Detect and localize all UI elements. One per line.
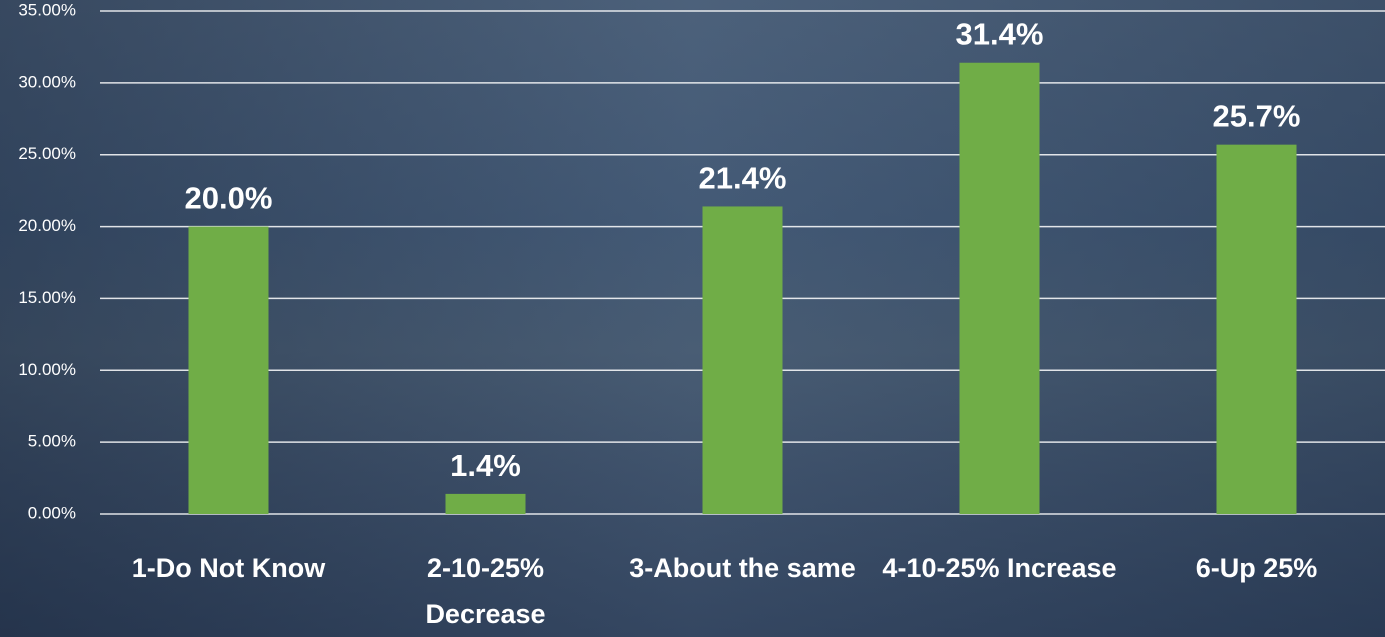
x-tick-label: 3-About the same	[629, 553, 856, 583]
x-tick-label: 4-10-25% Increase	[882, 553, 1117, 583]
y-tick-label: 30.00%	[18, 72, 76, 91]
data-label: 31.4%	[956, 17, 1044, 52]
data-label: 1.4%	[450, 448, 521, 483]
x-tick-label: 2-10-25% Decrease	[425, 553, 546, 629]
y-tick-label: 0.00%	[28, 503, 76, 522]
y-tick-label: 10.00%	[18, 360, 76, 379]
data-label: 20.0%	[185, 181, 273, 216]
data-label: 21.4%	[699, 160, 787, 195]
bar	[445, 493, 526, 514]
data-label: 25.7%	[1213, 99, 1301, 134]
y-tick-label: 20.00%	[18, 216, 76, 235]
bar	[188, 226, 269, 515]
bar	[959, 62, 1040, 514]
y-tick-label: 15.00%	[18, 288, 76, 307]
x-tick-label: 1-Do Not Know	[131, 553, 326, 583]
bar	[702, 206, 783, 515]
y-tick-label: 5.00%	[28, 432, 76, 451]
y-tick-label: 35.00%	[18, 0, 76, 19]
x-tick-label: 6-Up 25%	[1195, 553, 1318, 583]
bar	[1216, 144, 1297, 514]
y-tick-label: 25.00%	[18, 144, 76, 163]
